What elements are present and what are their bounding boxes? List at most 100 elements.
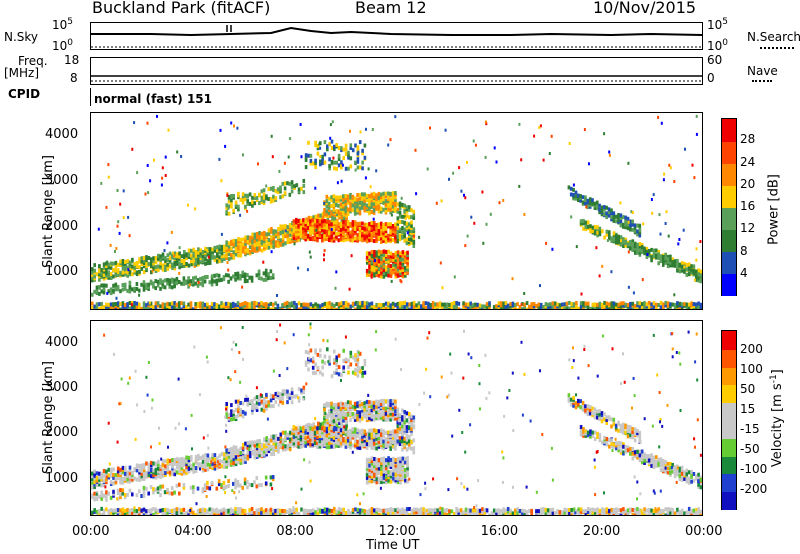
scatter-cell <box>485 122 488 126</box>
scatter-cell <box>593 305 597 310</box>
scatter-cell <box>624 243 628 248</box>
date-label: 10/Nov/2015 <box>593 0 697 17</box>
scatter-cell <box>291 224 294 229</box>
scatter-cell <box>244 245 247 250</box>
scatter-cell <box>251 235 254 240</box>
scatter-cell <box>318 436 322 441</box>
scatter-cell <box>201 459 205 464</box>
scatter-cell <box>414 148 417 152</box>
scatter-cell <box>230 201 233 206</box>
scatter-cell <box>227 279 230 284</box>
scatter-cell <box>394 409 397 414</box>
scatter-cell <box>693 176 696 180</box>
scatter-cell <box>365 203 369 208</box>
scatter-cell <box>394 272 398 277</box>
scatter-cell <box>325 223 329 228</box>
scatter-cell <box>605 211 608 216</box>
scatter-cell <box>325 426 329 431</box>
scatter-cell <box>387 199 390 204</box>
scatter-cell <box>222 485 226 490</box>
scatter-cell <box>558 303 562 308</box>
scatter-cell <box>408 307 411 310</box>
scatter-cell <box>126 304 129 309</box>
scatter-cell <box>291 441 294 446</box>
scatter-cell <box>304 425 307 429</box>
scatter-cell <box>384 430 388 435</box>
scatter-cell <box>114 273 118 278</box>
scatter-cell <box>349 238 352 243</box>
scatter-cell <box>239 241 243 246</box>
scatter-cell <box>152 487 155 492</box>
scatter-cell <box>183 255 186 259</box>
scatter-cell <box>389 399 392 404</box>
scatter-cell <box>565 306 569 310</box>
scatter-cell <box>318 229 322 234</box>
scatter-cell <box>156 114 158 118</box>
scatter-cell <box>584 201 587 206</box>
scatter-cell <box>170 285 174 290</box>
scatter-cell <box>304 443 307 448</box>
scatter-cell <box>270 227 273 231</box>
scatter-cell <box>133 262 136 266</box>
scatter-cell <box>199 304 202 309</box>
scatter-cell <box>307 215 311 220</box>
scatter-cell <box>353 211 357 216</box>
scatter-cell <box>377 462 381 467</box>
scatter-cell <box>375 416 378 420</box>
scatter-cell <box>328 213 332 218</box>
scatter-cell <box>396 305 400 310</box>
scatter-cell <box>302 218 305 223</box>
scatter-cell <box>251 440 254 445</box>
scatter-cell <box>272 452 275 457</box>
scatter-cell <box>93 476 96 481</box>
scatter-cell <box>91 270 94 275</box>
scatter-cell <box>655 255 658 260</box>
scatter-cell <box>375 401 378 406</box>
scatter-cell <box>570 302 573 306</box>
scatter-cell <box>422 301 425 306</box>
scatter-cell <box>464 302 468 307</box>
scatter-cell <box>151 269 154 273</box>
scatter-cell <box>159 278 162 283</box>
scatter-cell <box>380 431 383 436</box>
scatter-cell <box>208 463 212 468</box>
scatter-cell <box>333 213 337 217</box>
scatter-cell <box>318 142 321 146</box>
scatter-cell <box>194 260 198 265</box>
scatter-cell <box>669 254 672 259</box>
scatter-cell <box>363 429 367 434</box>
scatter-cell <box>246 456 250 461</box>
scatter-cell <box>347 166 350 171</box>
scatter-cell <box>601 302 604 307</box>
scatter-cell <box>297 428 300 433</box>
scatter-cell <box>370 303 374 308</box>
scatter-cell <box>147 473 151 477</box>
scatter-cell <box>615 306 618 310</box>
scatter-cell <box>695 258 698 262</box>
scatter-cell <box>323 440 326 445</box>
scatter-cell <box>107 175 110 179</box>
scatter-cell <box>237 239 240 244</box>
scatter-cell <box>325 436 329 441</box>
scatter-cell <box>361 238 364 243</box>
scatter-cell <box>119 302 122 307</box>
freq-label: Freq. <box>18 54 48 68</box>
scatter-cell <box>171 458 174 462</box>
scatter-cell <box>288 239 292 244</box>
scatter-cell <box>666 254 670 259</box>
scatter-cell <box>389 264 393 269</box>
scatter-cell <box>258 439 261 443</box>
scatter-cell <box>299 440 303 445</box>
scatter-cell <box>278 169 281 173</box>
scatter-cell <box>692 302 696 307</box>
scatter-cell <box>368 229 371 234</box>
scatter-cell <box>262 277 266 282</box>
scatter-cell <box>263 236 266 241</box>
scatter-cell <box>404 253 407 258</box>
scatter-cell <box>232 250 236 255</box>
scatter-cell <box>281 235 285 240</box>
scatter-cell <box>659 300 663 305</box>
scatter-cell <box>270 235 273 240</box>
scatter-cell <box>232 274 235 279</box>
scatter-cell <box>340 215 344 220</box>
